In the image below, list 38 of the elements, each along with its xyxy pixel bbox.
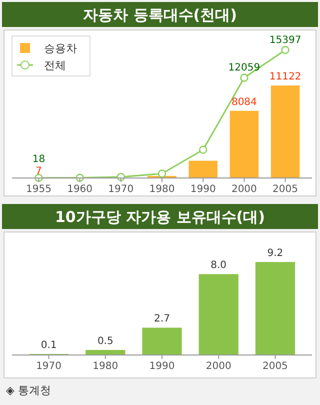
x-tick-label: 2005 bbox=[262, 361, 288, 372]
x-tick-label: 1970 bbox=[36, 361, 62, 372]
text: ◈ 통계청 bbox=[6, 384, 51, 397]
data-label: 7 bbox=[36, 166, 42, 177]
data-label: 18 bbox=[32, 154, 46, 165]
chart-title: 자동차 등록대수(천대) bbox=[83, 6, 237, 24]
x-tick-label: 1980 bbox=[149, 184, 175, 195]
legend-label: 전체 bbox=[44, 59, 66, 72]
x-tick-label: 2000 bbox=[231, 184, 257, 195]
chart-title: 10가구당 자가용 보유대수(대) bbox=[54, 208, 266, 226]
data-label: 11122 bbox=[269, 72, 302, 83]
bar bbox=[198, 274, 238, 355]
data-label: 0.1 bbox=[40, 340, 57, 351]
bar bbox=[188, 160, 218, 178]
data-label: 8.0 bbox=[210, 260, 227, 272]
x-tick-label: 1990 bbox=[149, 361, 175, 372]
x-tick-label: 2000 bbox=[206, 361, 232, 372]
legend-label: 승용차 bbox=[44, 42, 77, 55]
x-tick-label: 1980 bbox=[92, 361, 118, 372]
point bbox=[240, 74, 248, 82]
point bbox=[158, 170, 166, 178]
x-tick-label: 1960 bbox=[67, 184, 93, 195]
data-label: 8084 bbox=[231, 96, 257, 108]
data-label: 15397 bbox=[269, 35, 302, 46]
x-tick-label: 1955 bbox=[26, 184, 52, 195]
point bbox=[198, 146, 208, 154]
data-label: 12059 bbox=[228, 62, 260, 74]
x-tick-label: 1990 bbox=[190, 184, 216, 195]
bar bbox=[142, 328, 182, 355]
x-tick-label: 1970 bbox=[108, 184, 134, 195]
x-tick-label: 2005 bbox=[272, 184, 298, 195]
bar bbox=[230, 110, 259, 178]
data-label: 2.7 bbox=[154, 314, 170, 325]
bar bbox=[255, 262, 296, 355]
data-label: 9.2 bbox=[267, 248, 284, 259]
point bbox=[281, 46, 290, 54]
data-label: 0.5 bbox=[97, 336, 114, 347]
bar bbox=[270, 86, 300, 178]
